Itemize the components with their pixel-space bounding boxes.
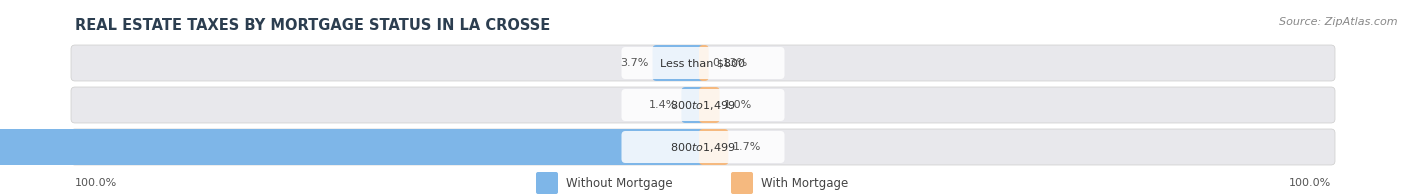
FancyBboxPatch shape <box>699 87 720 123</box>
FancyBboxPatch shape <box>652 45 707 81</box>
FancyBboxPatch shape <box>70 129 1336 165</box>
FancyBboxPatch shape <box>621 47 785 79</box>
Text: 1.7%: 1.7% <box>733 142 761 152</box>
FancyBboxPatch shape <box>731 172 754 194</box>
Text: Less than $800: Less than $800 <box>661 58 745 68</box>
Text: 1.0%: 1.0% <box>724 100 752 110</box>
FancyBboxPatch shape <box>621 89 785 121</box>
FancyBboxPatch shape <box>536 172 558 194</box>
Text: $800 to $1,499: $800 to $1,499 <box>671 141 735 153</box>
FancyBboxPatch shape <box>699 45 709 81</box>
Text: Source: ZipAtlas.com: Source: ZipAtlas.com <box>1279 17 1398 27</box>
Text: $800 to $1,499: $800 to $1,499 <box>671 99 735 112</box>
Text: REAL ESTATE TAXES BY MORTGAGE STATUS IN LA CROSSE: REAL ESTATE TAXES BY MORTGAGE STATUS IN … <box>75 18 550 33</box>
Text: 3.7%: 3.7% <box>620 58 648 68</box>
Text: 1.4%: 1.4% <box>650 100 678 110</box>
FancyBboxPatch shape <box>682 87 707 123</box>
FancyBboxPatch shape <box>699 129 728 165</box>
FancyBboxPatch shape <box>70 87 1336 123</box>
Text: With Mortgage: With Mortgage <box>761 177 848 190</box>
FancyBboxPatch shape <box>621 131 785 163</box>
FancyBboxPatch shape <box>70 45 1336 81</box>
FancyBboxPatch shape <box>0 129 707 165</box>
Text: 0.13%: 0.13% <box>713 58 748 68</box>
Text: Without Mortgage: Without Mortgage <box>567 177 672 190</box>
Text: 100.0%: 100.0% <box>75 178 117 188</box>
Text: 100.0%: 100.0% <box>1289 178 1331 188</box>
